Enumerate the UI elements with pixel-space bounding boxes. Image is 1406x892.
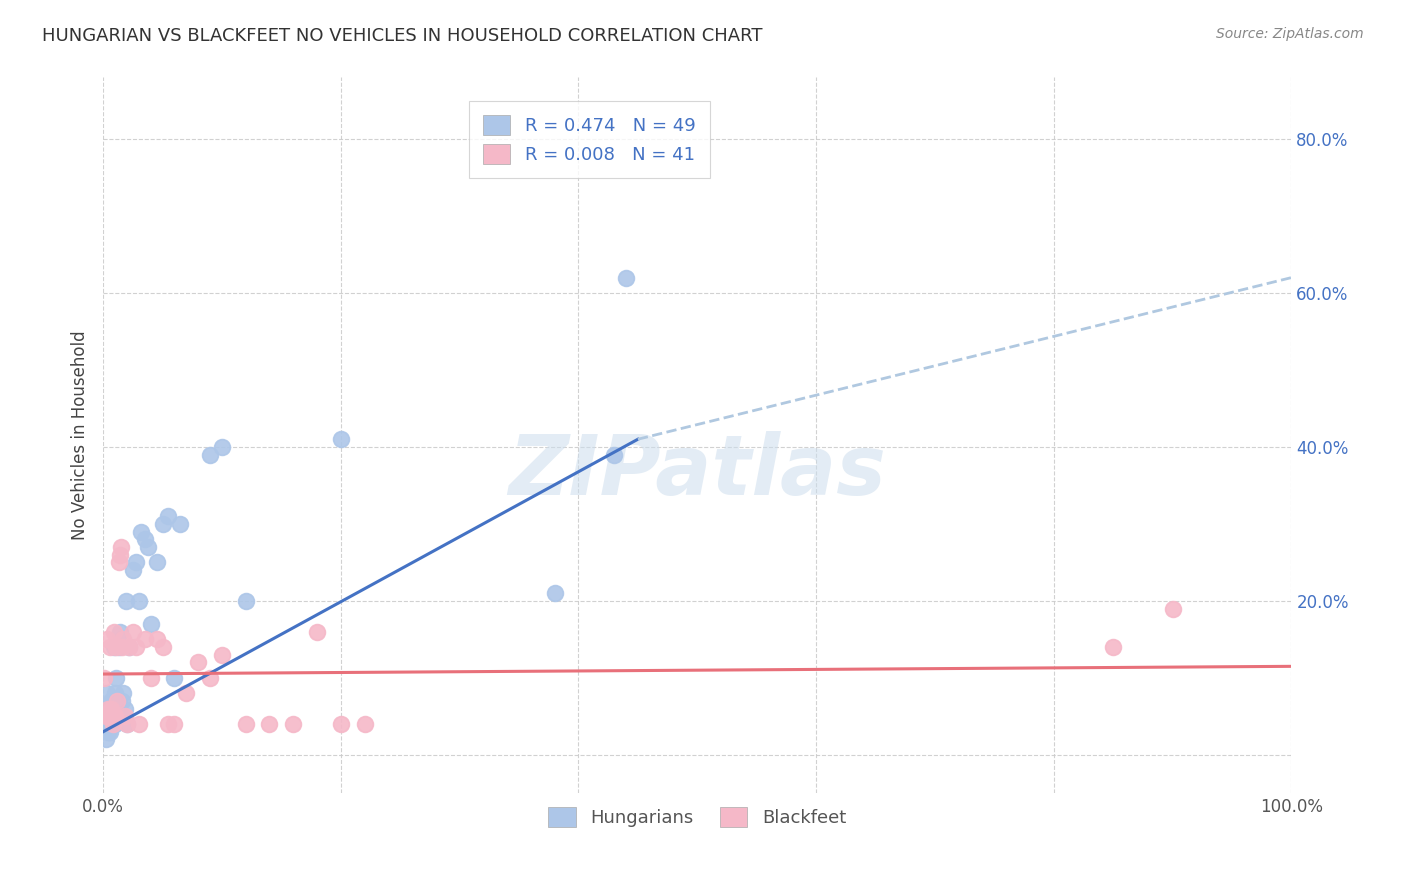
Text: Source: ZipAtlas.com: Source: ZipAtlas.com: [1216, 27, 1364, 41]
Point: [259, 717, 281, 731]
Text: HUNGARIAN VS BLACKFEET NO VEHICLES IN HOUSEHOLD CORRELATION CHART: HUNGARIAN VS BLACKFEET NO VEHICLES IN HO…: [42, 27, 762, 45]
Point: [104, 709, 127, 723]
Point: [121, 563, 143, 577]
Point: [105, 694, 128, 708]
Point: [121, 624, 143, 639]
Point: [187, 656, 209, 670]
Point: [100, 717, 122, 731]
Point: [145, 556, 167, 570]
Point: [152, 640, 174, 654]
Point: [103, 640, 125, 654]
Point: [114, 709, 136, 723]
Point: [108, 548, 131, 562]
Point: [128, 717, 150, 731]
Point: [96, 686, 118, 700]
Point: [169, 516, 191, 531]
Point: [139, 671, 162, 685]
Point: [98, 709, 121, 723]
Point: [110, 709, 132, 723]
Point: [93, 709, 115, 723]
Point: [305, 624, 328, 639]
Point: [108, 624, 131, 639]
Point: [93, 717, 115, 731]
Point: [176, 686, 198, 700]
Point: [211, 648, 233, 662]
Point: [134, 632, 156, 647]
Point: [118, 640, 141, 654]
Point: [198, 671, 221, 685]
Point: [125, 556, 148, 570]
Point: [115, 717, 138, 731]
Point: [94, 732, 117, 747]
Point: [329, 432, 352, 446]
Point: [101, 701, 124, 715]
Point: [157, 509, 180, 524]
Point: [283, 717, 305, 731]
Point: [163, 717, 186, 731]
Point: [114, 701, 136, 715]
Point: [134, 533, 156, 547]
Point: [100, 701, 122, 715]
Point: [128, 594, 150, 608]
Point: [94, 701, 117, 715]
Point: [114, 594, 136, 608]
Point: [1161, 601, 1184, 615]
Point: [163, 671, 186, 685]
Point: [614, 270, 637, 285]
Point: [105, 671, 128, 685]
Y-axis label: No Vehicles in Household: No Vehicles in Household: [72, 331, 89, 541]
Point: [111, 640, 134, 654]
Point: [139, 617, 162, 632]
Point: [105, 640, 128, 654]
Point: [98, 717, 121, 731]
Point: [112, 686, 135, 700]
Point: [97, 724, 120, 739]
Text: ZIPatlas: ZIPatlas: [509, 431, 886, 512]
Point: [100, 694, 122, 708]
Point: [118, 640, 141, 654]
Point: [93, 671, 115, 685]
Point: [110, 540, 132, 554]
Point: [97, 709, 120, 723]
Point: [603, 448, 626, 462]
Point: [112, 632, 135, 647]
Point: [98, 701, 121, 715]
Legend: Hungarians, Blackfeet: Hungarians, Blackfeet: [541, 800, 853, 834]
Point: [125, 640, 148, 654]
Point: [101, 709, 124, 723]
Point: [101, 717, 124, 731]
Point: [145, 632, 167, 647]
Point: [104, 686, 127, 700]
Point: [105, 701, 128, 715]
Point: [211, 440, 233, 454]
Point: [129, 524, 152, 539]
Point: [98, 640, 121, 654]
Point: [235, 717, 257, 731]
Point: [198, 448, 221, 462]
Point: [136, 540, 159, 554]
Point: [103, 624, 125, 639]
Point: [1102, 640, 1125, 654]
Point: [353, 717, 375, 731]
Point: [157, 717, 180, 731]
Point: [104, 717, 127, 731]
Point: [152, 516, 174, 531]
Point: [235, 594, 257, 608]
Point: [96, 717, 118, 731]
Point: [96, 632, 118, 647]
Point: [544, 586, 567, 600]
Point: [97, 701, 120, 715]
Point: [98, 724, 121, 739]
Point: [107, 640, 129, 654]
Point: [111, 694, 134, 708]
Point: [98, 709, 121, 723]
Point: [329, 717, 352, 731]
Point: [94, 709, 117, 723]
Point: [107, 556, 129, 570]
Point: [115, 717, 138, 731]
